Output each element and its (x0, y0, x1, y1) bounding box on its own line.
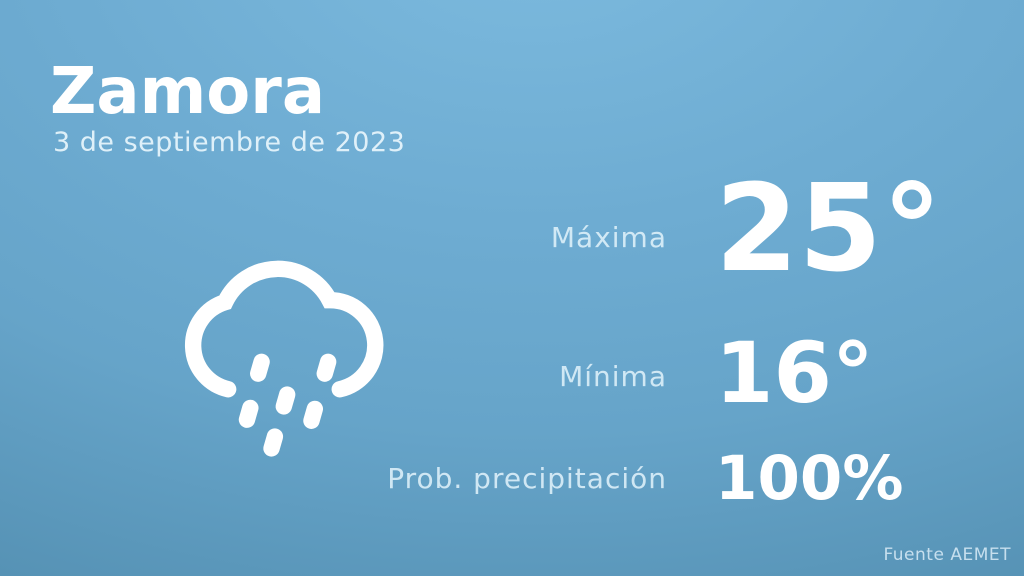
precipitation-value: 100% (715, 443, 904, 514)
data-source-credit: Fuente AEMET (883, 545, 1011, 565)
min-temp-label: Mínima (559, 360, 667, 393)
location-title: Zamora (50, 55, 325, 129)
date-subtitle: 3 de septiembre de 2023 (53, 127, 406, 158)
precipitation-label: Prob. precipitación (387, 462, 667, 495)
max-temp-label: Máxima (550, 221, 667, 254)
max-temp-value: 25° (715, 160, 942, 299)
cloud-rain-icon (184, 260, 384, 457)
min-temp-value: 16° (715, 324, 874, 422)
raindrops (238, 353, 337, 457)
